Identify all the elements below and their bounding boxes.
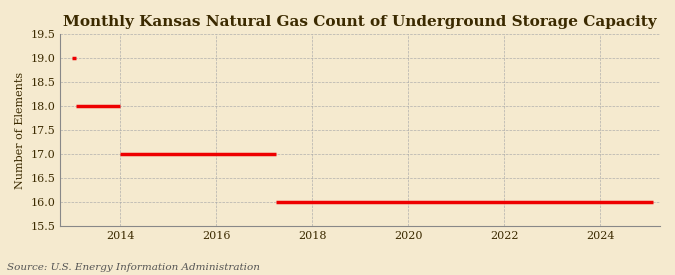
Text: Source: U.S. Energy Information Administration: Source: U.S. Energy Information Administ… [7,263,260,272]
Y-axis label: Number of Elements: Number of Elements [15,72,25,189]
Title: Monthly Kansas Natural Gas Count of Underground Storage Capacity: Monthly Kansas Natural Gas Count of Unde… [63,15,657,29]
